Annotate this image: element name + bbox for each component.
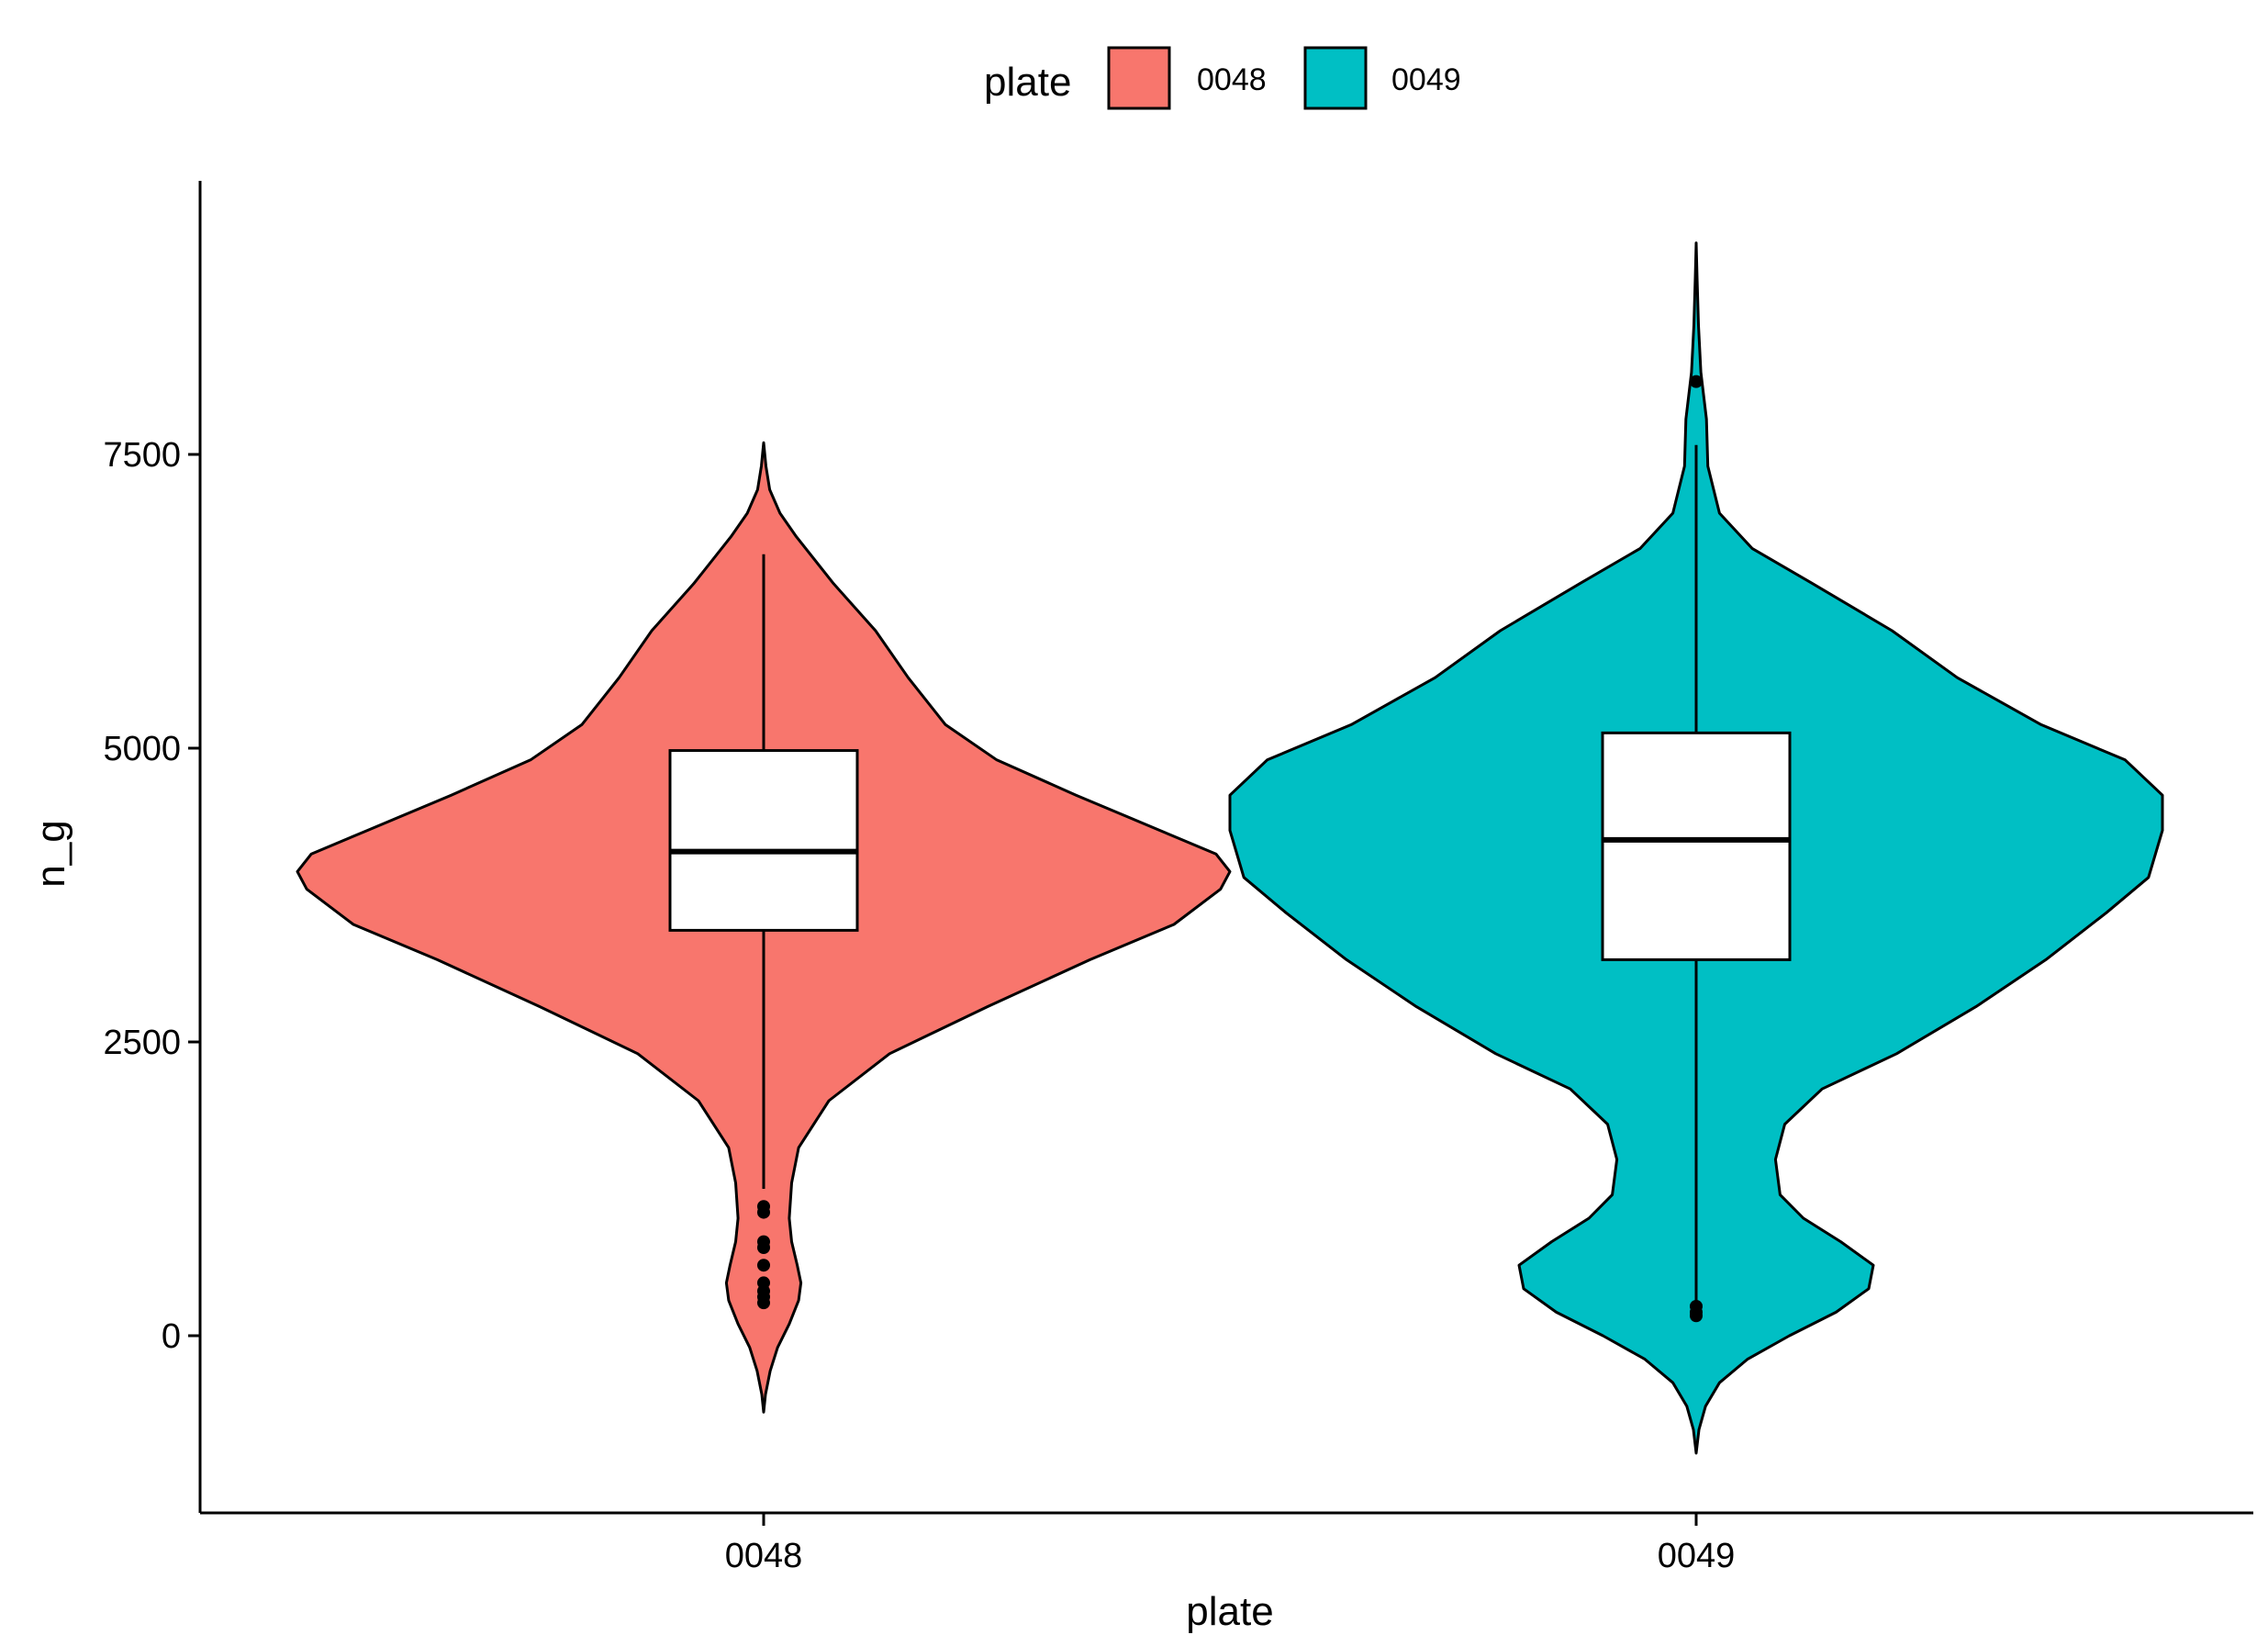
outlier-point-0048-8	[757, 1296, 770, 1310]
legend: plate 0048 0049	[984, 46, 1461, 110]
outlier-point-0048-3	[757, 1241, 770, 1254]
y-axis-title: n_g	[28, 820, 73, 887]
y-tick-label-0: 0	[162, 1317, 181, 1356]
box-0048	[668, 749, 859, 932]
x-tick-label-0049: 0049	[1658, 1537, 1736, 1575]
legend-title: plate	[984, 60, 1071, 105]
outlier-point-0048-4	[757, 1259, 770, 1272]
y-tick-label-5000: 5000	[103, 730, 181, 768]
y-tick-label-7500: 7500	[103, 436, 181, 475]
legend-swatch-0048	[1107, 46, 1171, 110]
box-0049	[1601, 731, 1792, 961]
legend-swatch-0049	[1303, 46, 1368, 110]
x-tick-label-0048: 0048	[725, 1537, 803, 1575]
legend-label-0048: 0048	[1197, 62, 1267, 97]
x-axis-title: plate	[1186, 1589, 1273, 1634]
outlier-point-0049-3	[1690, 1309, 1703, 1323]
y-axis-ticks: 0 2500 5000 7500	[103, 436, 200, 1356]
outlier-point-0048-1	[757, 1205, 770, 1219]
boxplot-layer	[668, 375, 1792, 1323]
x-axis-ticks: 0048 0049	[725, 1513, 1736, 1575]
outlier-point-0049-0	[1690, 375, 1703, 388]
y-tick-label-2500: 2500	[103, 1024, 181, 1062]
legend-label-0049: 0049	[1391, 62, 1461, 97]
